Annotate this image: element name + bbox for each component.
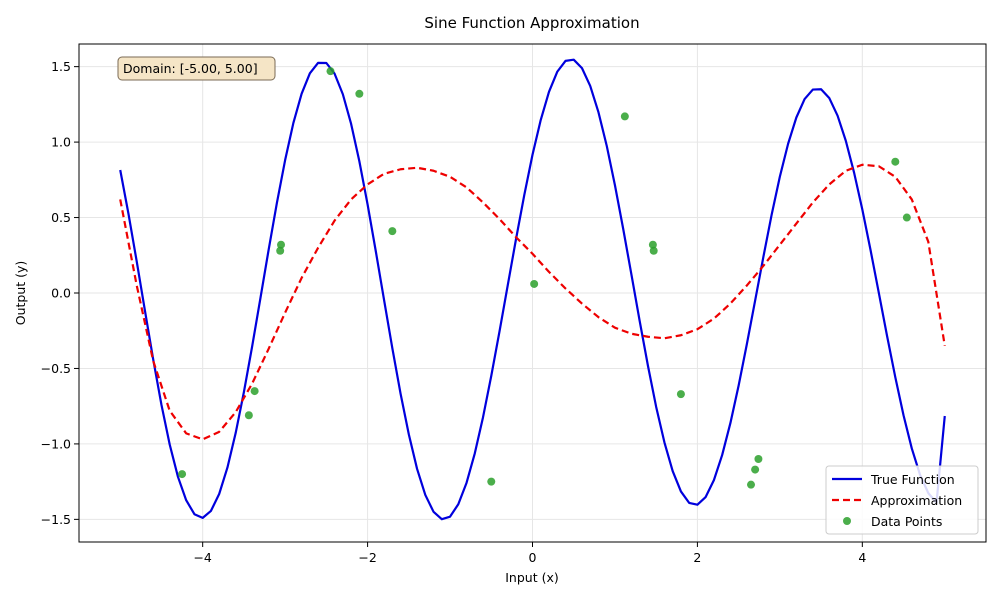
data-point (676, 390, 685, 399)
data-point (620, 112, 629, 121)
legend-label-true-function: True Function (870, 472, 955, 487)
data-point (355, 89, 364, 98)
x-axis-ticks: −4 −2 0 2 4 (193, 542, 866, 565)
x-tick-label: 4 (858, 550, 866, 565)
data-point (530, 279, 539, 288)
series-line-true-function (119, 58, 946, 521)
legend-swatch-data-points (843, 517, 851, 525)
y-axis-label: Output (y) (13, 261, 28, 326)
data-point (751, 465, 760, 474)
data-point (648, 240, 657, 249)
data-point (388, 227, 397, 236)
data-point (902, 213, 911, 222)
legend: True Function Approximation Data Points (825, 465, 979, 535)
legend-box (825, 465, 979, 535)
data-point (649, 246, 658, 255)
legend-label-approximation: Approximation (871, 493, 962, 508)
y-tick-label: 1.0 (51, 135, 71, 150)
y-tick-label: −1.0 (41, 436, 71, 451)
data-point (754, 455, 763, 463)
x-tick-label: −2 (358, 550, 376, 565)
annotation-text: Domain: [-5.00, 5.00] (123, 61, 258, 76)
y-tick-label: 0.0 (51, 286, 71, 301)
data-point (891, 157, 900, 166)
x-tick-label: −4 (193, 550, 211, 565)
y-tick-label: 0.5 (51, 210, 71, 225)
data-point (747, 480, 756, 489)
y-tick-label: 1.5 (51, 59, 71, 74)
data-point (276, 246, 285, 255)
y-tick-label: −0.5 (41, 361, 71, 376)
domain-annotation: Domain: [-5.00, 5.00] (117, 56, 276, 81)
chart-title: Sine Function Approximation (424, 14, 639, 32)
annotation-box (117, 56, 276, 81)
data-point (178, 470, 187, 479)
legend-label-data-points: Data Points (871, 514, 942, 529)
data-point (250, 387, 259, 396)
data-point (244, 411, 253, 420)
x-tick-label: 2 (693, 550, 701, 565)
series-line-approximation (119, 163, 946, 441)
data-point (277, 240, 286, 249)
series-layer (119, 58, 946, 521)
grid-lines (79, 44, 986, 542)
y-tick-label: −1.5 (41, 512, 71, 527)
y-axis-ticks: −1.5 −1.0 −0.5 0.0 0.5 1.0 1.5 (41, 59, 79, 527)
x-axis-label: Input (x) (505, 570, 559, 585)
x-tick-label: 0 (529, 550, 537, 565)
data-point (487, 477, 496, 486)
data-point (326, 67, 335, 76)
